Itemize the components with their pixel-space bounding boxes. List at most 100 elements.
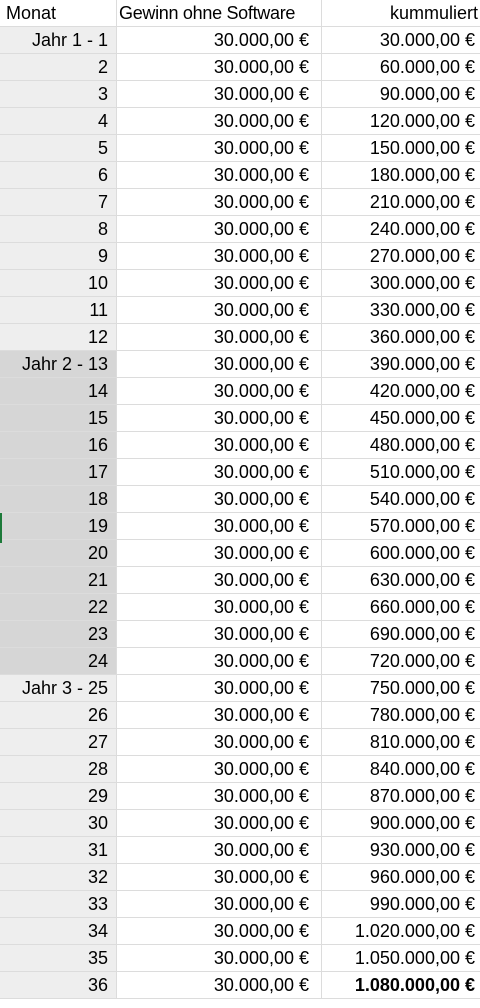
cell-kummuliert[interactable]: 720.000,00 € <box>369 650 475 671</box>
cell-kummuliert[interactable]: 90.000,00 € <box>379 83 475 104</box>
cell-gewinn[interactable]: 30.000,00 € <box>117 783 322 809</box>
cell-monat[interactable]: 20 <box>0 540 117 566</box>
cell-kummuliert[interactable]: 540.000,00 € <box>369 488 475 509</box>
cell-monat[interactable]: Jahr 1 - 1 <box>0 27 117 53</box>
cell-gewinn[interactable]: 30.000,00 € <box>117 594 322 620</box>
cell-monat[interactable]: 17 <box>0 459 117 485</box>
cell-kummuliert[interactable]: 420.000,00 € <box>369 380 475 401</box>
cell-kummuliert[interactable]: 450.000,00 € <box>369 407 475 428</box>
cell-monat[interactable]: 15 <box>0 405 117 431</box>
cell-gewinn[interactable]: 30.000,00 € <box>117 243 322 269</box>
cell-monat[interactable]: 5 <box>0 135 117 161</box>
cell-gewinn[interactable]: 30.000,00 € <box>117 567 322 593</box>
cell-monat[interactable]: 30 <box>0 810 117 836</box>
cell-monat[interactable]: 12 <box>0 324 117 350</box>
cell-kummuliert[interactable]: 570.000,00 € <box>369 515 475 536</box>
cell-gewinn[interactable]: 30.000,00 € <box>117 297 322 323</box>
cell-monat[interactable]: 6 <box>0 162 117 188</box>
cell-monat[interactable]: 8 <box>0 216 117 242</box>
cell-kummuliert[interactable]: 330.000,00 € <box>369 299 475 320</box>
cell-monat[interactable]: Jahr 2 - 13 <box>0 351 117 377</box>
cell-gewinn[interactable]: 30.000,00 € <box>117 756 322 782</box>
cell-kummuliert[interactable]: 150.000,00 € <box>369 137 475 158</box>
cell-monat[interactable]: 36 <box>0 972 117 998</box>
cell-monat[interactable]: 34 <box>0 918 117 944</box>
cell-kummuliert[interactable]: 690.000,00 € <box>369 623 475 644</box>
cell-monat[interactable]: 24 <box>0 648 117 674</box>
cell-gewinn[interactable]: 30.000,00 € <box>117 891 322 917</box>
cell-gewinn[interactable]: 30.000,00 € <box>117 459 322 485</box>
cell-monat[interactable]: 4 <box>0 108 117 134</box>
cell-monat[interactable]: 28 <box>0 756 117 782</box>
header-kummuliert[interactable]: kummuliert <box>389 2 478 23</box>
cell-monat[interactable]: 19 <box>0 513 117 539</box>
cell-kummuliert[interactable]: 480.000,00 € <box>369 434 475 455</box>
cell-kummuliert[interactable]: 990.000,00 € <box>369 893 475 914</box>
cell-kummuliert[interactable]: 1.050.000,00 € <box>354 947 475 968</box>
cell-monat[interactable]: 7 <box>0 189 117 215</box>
cell-gewinn[interactable]: 30.000,00 € <box>117 216 322 242</box>
cell-monat[interactable]: 31 <box>0 837 117 863</box>
cell-gewinn[interactable]: 30.000,00 € <box>117 945 322 971</box>
cell-monat[interactable]: 29 <box>0 783 117 809</box>
cell-gewinn[interactable]: 30.000,00 € <box>117 378 322 404</box>
cell-gewinn[interactable]: 30.000,00 € <box>117 540 322 566</box>
cell-gewinn[interactable]: 30.000,00 € <box>117 729 322 755</box>
cell-gewinn[interactable]: 30.000,00 € <box>117 810 322 836</box>
cell-kummuliert[interactable]: 510.000,00 € <box>369 461 475 482</box>
cell-gewinn[interactable]: 30.000,00 € <box>117 135 322 161</box>
cell-gewinn[interactable]: 30.000,00 € <box>117 864 322 890</box>
cell-kummuliert[interactable]: 60.000,00 € <box>379 56 475 77</box>
cell-kummuliert[interactable]: 960.000,00 € <box>369 866 475 887</box>
cell-gewinn[interactable]: 30.000,00 € <box>117 189 322 215</box>
cell-monat[interactable]: 2 <box>0 54 117 80</box>
cell-kummuliert[interactable]: 750.000,00 € <box>369 677 475 698</box>
cell-gewinn[interactable]: 30.000,00 € <box>117 621 322 647</box>
cell-gewinn[interactable]: 30.000,00 € <box>117 162 322 188</box>
cell-gewinn[interactable]: 30.000,00 € <box>117 675 322 701</box>
cell-kummuliert[interactable]: 870.000,00 € <box>369 785 475 806</box>
cell-kummuliert[interactable]: 810.000,00 € <box>369 731 475 752</box>
cell-monat[interactable]: 27 <box>0 729 117 755</box>
cell-monat[interactable]: 23 <box>0 621 117 647</box>
cell-gewinn[interactable]: 30.000,00 € <box>117 405 322 431</box>
cell-monat[interactable]: 9 <box>0 243 117 269</box>
cell-kummuliert[interactable]: 120.000,00 € <box>369 110 475 131</box>
cell-monat[interactable]: 14 <box>0 378 117 404</box>
cell-monat[interactable]: 32 <box>0 864 117 890</box>
cell-gewinn[interactable]: 30.000,00 € <box>117 513 322 539</box>
cell-gewinn[interactable]: 30.000,00 € <box>117 702 322 728</box>
cell-kummuliert[interactable]: 600.000,00 € <box>369 542 475 563</box>
cell-kummuliert[interactable]: 840.000,00 € <box>369 758 475 779</box>
cell-monat[interactable]: 10 <box>0 270 117 296</box>
cell-kummuliert[interactable]: 240.000,00 € <box>369 218 475 239</box>
header-monat[interactable]: Monat <box>0 0 117 26</box>
cell-kummuliert[interactable]: 390.000,00 € <box>369 353 475 374</box>
cell-kummuliert[interactable]: 180.000,00 € <box>369 164 475 185</box>
cell-monat[interactable]: 21 <box>0 567 117 593</box>
header-gewinn-ohne-software[interactable]: Gewinn ohne Software <box>117 0 322 26</box>
cell-kummuliert[interactable]: 210.000,00 € <box>369 191 475 212</box>
cell-kummuliert[interactable]: 900.000,00 € <box>369 812 475 833</box>
cell-kummuliert[interactable]: 780.000,00 € <box>369 704 475 725</box>
cell-kummuliert[interactable]: 630.000,00 € <box>369 569 475 590</box>
cell-gewinn[interactable]: 30.000,00 € <box>117 108 322 134</box>
cell-kummuliert[interactable]: 300.000,00 € <box>369 272 475 293</box>
cell-gewinn[interactable]: 30.000,00 € <box>117 54 322 80</box>
cell-monat[interactable]: 18 <box>0 486 117 512</box>
cell-gewinn[interactable]: 30.000,00 € <box>117 972 322 998</box>
cell-monat[interactable]: 11 <box>0 297 117 323</box>
cell-gewinn[interactable]: 30.000,00 € <box>117 27 322 53</box>
cell-gewinn[interactable]: 30.000,00 € <box>117 918 322 944</box>
cell-gewinn[interactable]: 30.000,00 € <box>117 486 322 512</box>
cell-monat[interactable]: 16 <box>0 432 117 458</box>
cell-gewinn[interactable]: 30.000,00 € <box>117 432 322 458</box>
cell-gewinn[interactable]: 30.000,00 € <box>117 351 322 377</box>
cell-monat[interactable]: 35 <box>0 945 117 971</box>
cell-kummuliert[interactable]: 1.020.000,00 € <box>354 920 475 941</box>
cell-gewinn[interactable]: 30.000,00 € <box>117 81 322 107</box>
cell-gewinn[interactable]: 30.000,00 € <box>117 324 322 350</box>
cell-monat[interactable]: 22 <box>0 594 117 620</box>
cell-kummuliert[interactable]: 270.000,00 € <box>369 245 475 266</box>
cell-monat[interactable]: 3 <box>0 81 117 107</box>
